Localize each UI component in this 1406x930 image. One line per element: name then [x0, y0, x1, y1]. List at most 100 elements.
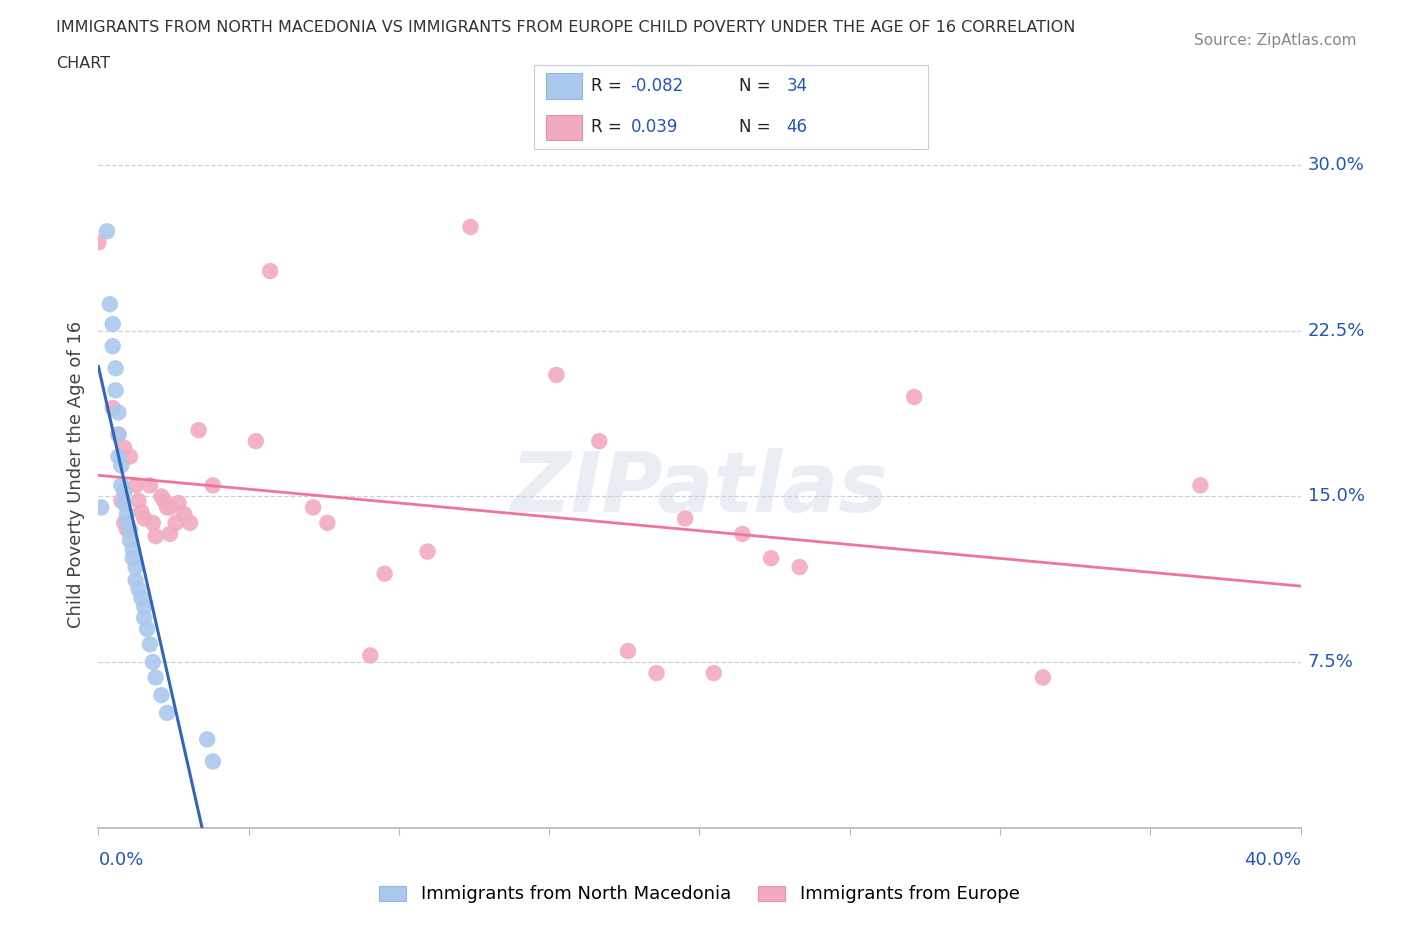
Point — [107, 427, 129, 442]
Text: 15.0%: 15.0% — [1308, 487, 1365, 505]
Point — [173, 507, 195, 522]
Text: 0.0%: 0.0% — [98, 851, 143, 869]
Point — [150, 489, 173, 504]
Legend: Immigrants from North Macedonia, Immigrants from Europe: Immigrants from North Macedonia, Immigra… — [373, 878, 1026, 910]
Point — [159, 526, 181, 541]
Point — [112, 496, 135, 511]
Point — [128, 582, 150, 597]
Point — [115, 515, 138, 530]
Point — [115, 507, 138, 522]
Point — [617, 644, 640, 658]
Point — [259, 264, 281, 279]
Point — [131, 504, 153, 519]
Y-axis label: Child Poverty Under the Age of 16: Child Poverty Under the Age of 16 — [66, 321, 84, 628]
Point — [104, 383, 127, 398]
Point — [374, 566, 396, 581]
Point — [460, 219, 482, 234]
Point — [187, 422, 209, 438]
Point — [121, 542, 143, 557]
Point — [101, 401, 124, 416]
Point — [546, 367, 568, 382]
Point — [121, 551, 143, 565]
Text: 22.5%: 22.5% — [1308, 322, 1365, 339]
Text: IMMIGRANTS FROM NORTH MACEDONIA VS IMMIGRANTS FROM EUROPE CHILD POVERTY UNDER TH: IMMIGRANTS FROM NORTH MACEDONIA VS IMMIG… — [56, 20, 1076, 35]
Point — [588, 433, 610, 448]
Point — [1032, 670, 1054, 684]
Bar — [546, 115, 582, 140]
Point — [118, 533, 141, 548]
Point — [179, 515, 201, 530]
Text: 46: 46 — [786, 118, 807, 137]
Point — [110, 478, 132, 493]
Text: R =: R = — [592, 118, 627, 137]
Point — [201, 478, 224, 493]
Point — [759, 551, 782, 565]
Point — [118, 522, 141, 537]
Point — [903, 390, 925, 405]
Point — [107, 405, 129, 420]
Point — [101, 339, 124, 353]
Point — [1189, 478, 1212, 493]
Text: 7.5%: 7.5% — [1308, 653, 1354, 671]
Point — [101, 316, 124, 331]
Point — [167, 496, 190, 511]
Point — [112, 515, 135, 530]
Point — [96, 224, 118, 239]
Point — [131, 591, 153, 605]
Point — [124, 573, 146, 588]
Text: R =: R = — [592, 76, 627, 95]
Point — [316, 515, 339, 530]
Text: ZIPatlas: ZIPatlas — [510, 448, 889, 529]
Text: CHART: CHART — [56, 56, 110, 71]
Text: 34: 34 — [786, 76, 807, 95]
Point — [165, 515, 187, 530]
Point — [359, 648, 381, 663]
Text: -0.082: -0.082 — [631, 76, 683, 95]
Point — [195, 732, 218, 747]
Point — [156, 500, 179, 515]
Bar — [546, 73, 582, 99]
Point — [302, 500, 325, 515]
Point — [115, 522, 138, 537]
Text: Source: ZipAtlas.com: Source: ZipAtlas.com — [1194, 33, 1357, 47]
Point — [201, 754, 224, 769]
Point — [139, 478, 162, 493]
Point — [156, 705, 179, 720]
Point — [124, 478, 146, 493]
Point — [153, 493, 176, 508]
Point — [107, 427, 129, 442]
Point — [145, 528, 167, 543]
Point — [110, 493, 132, 508]
Point — [134, 610, 156, 625]
Point — [645, 666, 668, 681]
Point — [136, 621, 159, 636]
Point — [416, 544, 439, 559]
Point — [134, 600, 156, 615]
Point — [139, 637, 162, 652]
Point — [112, 485, 135, 499]
Point — [118, 449, 141, 464]
Point — [731, 526, 754, 541]
Point — [107, 449, 129, 464]
Point — [124, 560, 146, 575]
Point — [134, 512, 156, 526]
Text: N =: N = — [740, 76, 776, 95]
Text: 0.039: 0.039 — [631, 118, 678, 137]
Point — [104, 361, 127, 376]
Point — [142, 515, 165, 530]
Point — [245, 433, 267, 448]
Point — [90, 500, 112, 515]
Point — [145, 670, 167, 684]
Point — [98, 297, 121, 312]
Point — [87, 235, 110, 250]
Point — [128, 493, 150, 508]
Point — [789, 560, 811, 575]
Point — [112, 441, 135, 456]
Text: 40.0%: 40.0% — [1244, 851, 1301, 869]
Point — [110, 458, 132, 472]
Point — [159, 500, 181, 515]
Text: N =: N = — [740, 118, 776, 137]
Point — [673, 512, 696, 526]
Point — [703, 666, 725, 681]
Point — [150, 688, 173, 703]
